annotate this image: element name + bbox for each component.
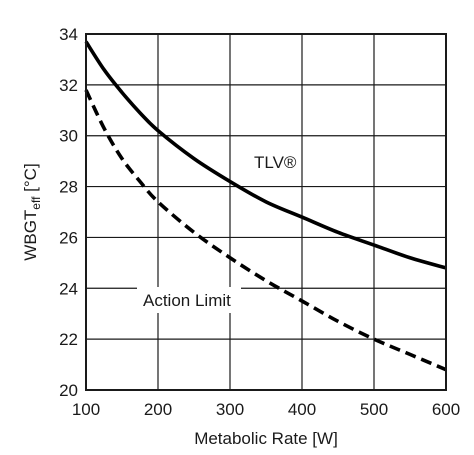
y-tick-label: 22 [59, 330, 78, 349]
x-tick-label: 400 [288, 400, 316, 419]
series-label-action-limit-bg [137, 287, 241, 313]
tick-labels: 100 200 300 400 500 600 20 22 24 26 28 30 32 34 [59, 25, 460, 419]
series-lines [84, 40, 447, 372]
y-axis-title-main: WBGT [21, 210, 40, 261]
action-limit-line [84, 89, 447, 372]
x-tick-label: 500 [360, 400, 388, 419]
x-axis-title: Metabolic Rate [W] [194, 429, 338, 448]
y-tick-label: 20 [59, 381, 78, 400]
series-label-tlv: TLV® [254, 153, 297, 172]
x-tick-label: 200 [144, 400, 172, 419]
x-tick-label: 100 [72, 400, 100, 419]
tlv-line [84, 40, 447, 270]
y-axis-title: WBGTeff [°C] [21, 163, 43, 260]
series-label-action-limit: Action Limit [143, 291, 231, 310]
y-tick-label: 24 [59, 279, 78, 298]
y-axis-title-unit: [°C] [21, 163, 40, 196]
y-tick-label: 28 [59, 178, 78, 197]
y-tick-label: 30 [59, 127, 78, 146]
gridlines [85, 33, 447, 391]
y-tick-label: 34 [59, 25, 78, 44]
y-tick-label: 26 [59, 228, 78, 247]
x-tick-label: 600 [432, 400, 460, 419]
x-tick-label: 300 [216, 400, 244, 419]
plot-frame [85, 33, 447, 391]
y-tick-label: 32 [59, 76, 78, 95]
y-axis-title-sub: eff [29, 196, 43, 210]
